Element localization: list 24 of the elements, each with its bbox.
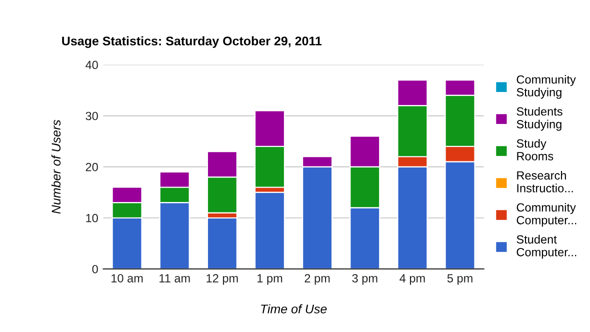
x-tick-label: 1 pm <box>258 274 282 285</box>
y-tick-label: 0 <box>92 264 98 274</box>
legend-label: Student Computer... <box>516 234 576 259</box>
x-tick-label: 4 pm <box>400 274 425 285</box>
y-tick-label: 20 <box>86 162 98 172</box>
y-axis-title: Number of Users <box>51 120 61 214</box>
y-tick-label: 40 <box>86 60 98 70</box>
x-tick-label: 2 pm <box>304 274 330 285</box>
legend-label: Community Computer... <box>516 202 576 227</box>
x-tick-label: 12 pm <box>206 274 238 285</box>
x-tick-label: 5 pm <box>447 274 472 285</box>
bar <box>206 217 238 269</box>
bar <box>254 192 286 269</box>
x-tick-label: 11 am <box>160 274 190 282</box>
legend-label: Research Instructio... <box>517 170 573 192</box>
legend-label: Study Rooms <box>516 138 554 160</box>
legend-label: Community Studying <box>516 75 576 99</box>
y-tick-label: 30 <box>86 112 98 120</box>
chart-title: Usage Statistics: Saturday October 29, 2011 <box>62 36 322 48</box>
x-tick-label: 3 pm <box>352 274 378 285</box>
legend-label: Students Studying <box>516 106 562 131</box>
x-axis-title: Time of Use <box>261 304 327 314</box>
y-tick-label: 10 <box>86 214 98 222</box>
x-tick-label: 10 am <box>112 274 143 282</box>
